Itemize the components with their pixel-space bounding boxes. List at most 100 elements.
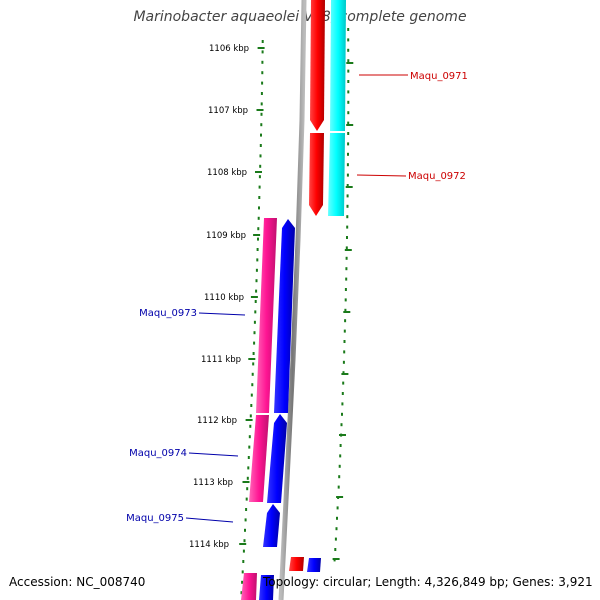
tick-dot [250, 404, 253, 407]
tick-dot [242, 549, 245, 553]
gene-next-reverse-cds[interactable] [259, 575, 274, 600]
scale-labels: 1106 kbp 1107 kbp 1108 kbp 1109 kbp 1110 kbp… [189, 44, 354, 560]
tick-dot [338, 464, 341, 468]
tick-dot [347, 111, 350, 115]
tick-dot [345, 277, 348, 281]
tick-dot [341, 412, 343, 416]
gene-label[interactable]: Maqu_0974 [129, 448, 187, 459]
tick-dot [248, 435, 251, 439]
tick-dot [249, 414, 252, 418]
tick-dot [347, 152, 349, 156]
gene-label[interactable]: Maqu_0975 [126, 513, 184, 524]
tick-dot [256, 248, 259, 251]
tick-dot [257, 237, 259, 241]
gene-label[interactable]: Maqu_0973 [139, 308, 197, 319]
major-tick-outer [346, 62, 354, 64]
tick-dot [342, 381, 345, 385]
tick-dot [345, 256, 348, 260]
tick-dot [343, 329, 346, 333]
tick-dot [244, 528, 246, 532]
tick-dot [260, 102, 263, 106]
tick-dot [335, 527, 338, 531]
tick-dot [251, 372, 254, 376]
tick-dot [342, 360, 345, 364]
tick-dot [261, 60, 264, 64]
tick-dot [261, 71, 264, 75]
tick-dot [253, 341, 256, 345]
major-tick-inner [239, 543, 247, 545]
tick-dot [346, 184, 349, 187]
gene-maqu-0972-cds[interactable] [309, 133, 324, 216]
tick-dot [245, 508, 248, 511]
scale-tick-label: 1112 kbp [197, 416, 237, 426]
gene-next-forward-cds-2[interactable] [307, 558, 321, 572]
scale-tick-label: 1113 kbp [193, 478, 233, 488]
tick-dot [336, 506, 339, 510]
tick-dot [258, 185, 261, 189]
topology-text: Topology: circular; Length: 4,326,849 bp… [263, 575, 593, 589]
gene-maqu-0971-cds[interactable] [310, 0, 325, 131]
gene-maqu-0972-feature[interactable] [328, 133, 345, 216]
tick-dot [244, 518, 247, 522]
tick-dot [255, 279, 258, 283]
tick-dot [255, 268, 258, 272]
tick-dot [347, 69, 350, 73]
major-tick-inner [248, 358, 256, 360]
accession-text: Accession: NC_008740 [9, 575, 146, 589]
forward-strand-features [309, 0, 346, 216]
tick-dot [255, 289, 258, 293]
gene-maqu-0973-feature[interactable] [256, 218, 277, 413]
tick-dot [247, 456, 250, 459]
tick-dot [260, 123, 263, 127]
gene-maqu-0974-cds[interactable] [267, 414, 287, 503]
tick-dot [249, 424, 252, 428]
tick-dot [243, 539, 246, 543]
tick-dot [242, 560, 245, 563]
gene-next-forward-cds[interactable] [289, 557, 304, 571]
tick-dot [254, 300, 257, 303]
tick-dot [336, 516, 338, 520]
gene-label[interactable]: Maqu_0972 [408, 171, 466, 182]
map-title: Marinobacter aquaeolei VT8, complete gen… [133, 9, 467, 25]
tick-dot [344, 319, 347, 323]
inner-tick-ring [240, 40, 264, 595]
tick-dot [245, 497, 248, 501]
tick-dot [257, 216, 260, 220]
scale-tick-label: 1111 kbp [201, 355, 241, 365]
tick-dot [258, 175, 261, 179]
gene-maqu-0974-feature[interactable] [249, 415, 269, 502]
tick-dot [246, 476, 249, 480]
tick-dot [254, 310, 257, 314]
scale-tick-label: 1110 kbp [204, 293, 244, 303]
tick-dot [346, 204, 349, 208]
gene-label-leader [198, 312, 246, 316]
gene-label[interactable]: Maqu_0971 [410, 71, 468, 82]
tick-dot [258, 206, 260, 210]
major-tick-inner [245, 419, 253, 421]
tick-dot [241, 580, 244, 584]
tick-dot [339, 454, 342, 458]
gene-maqu-0973-cds[interactable] [274, 219, 295, 413]
tick-dot [241, 570, 244, 574]
tick-dot [261, 50, 264, 54]
gene-next-reverse-feature[interactable] [241, 573, 257, 600]
tick-dot [334, 537, 337, 541]
tick-dot [347, 121, 350, 125]
scale-tick-label: 1107 kbp [208, 106, 248, 116]
gene-maqu-0975-cds[interactable] [263, 504, 280, 547]
tick-dot [258, 196, 261, 199]
major-tick-inner [255, 171, 262, 173]
tick-dot [343, 350, 346, 354]
tick-dot [347, 142, 350, 146]
tick-dot [347, 59, 350, 63]
gene-maqu-0971-feature[interactable] [330, 0, 346, 131]
outer-tick-ring [333, 28, 350, 562]
tick-dot [251, 383, 254, 387]
tick-dot [256, 258, 259, 262]
tick-dot [345, 246, 348, 250]
major-tick-inner [256, 109, 264, 111]
major-tick-inner [242, 481, 250, 483]
tick-dot [346, 163, 349, 167]
tick-dot [347, 100, 350, 104]
